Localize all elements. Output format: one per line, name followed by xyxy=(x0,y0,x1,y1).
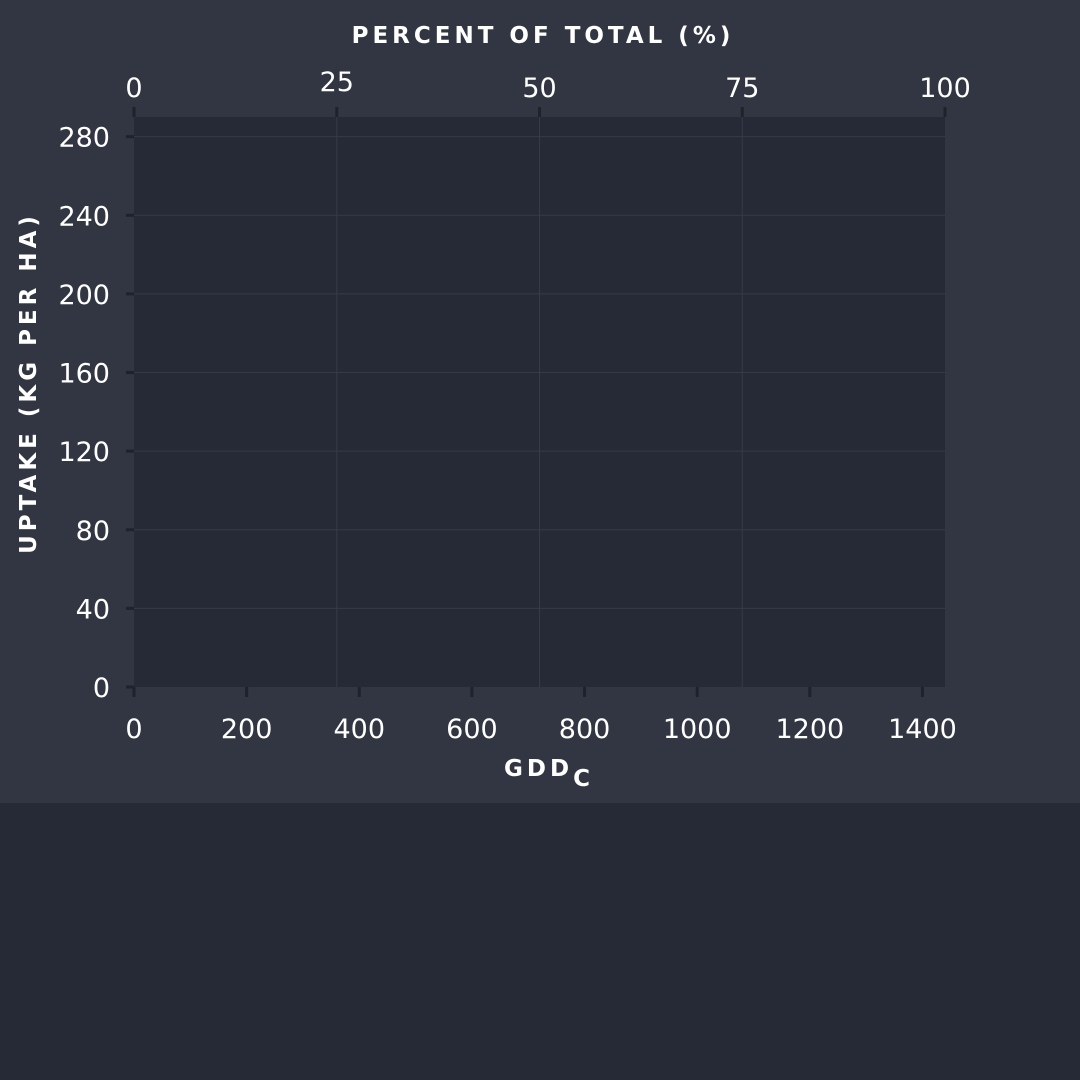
x2-tick-label: 25 xyxy=(320,67,354,98)
axis-ticks xyxy=(126,107,947,697)
gridlines xyxy=(134,117,945,687)
y-tick-label: 280 xyxy=(58,123,110,154)
y-tick-label: 160 xyxy=(58,359,110,390)
y-tick-label: 0 xyxy=(93,673,110,704)
y-tick-label: 200 xyxy=(58,280,110,311)
x-tick-label: 200 xyxy=(221,714,273,745)
y-axis-title: UPTAKE (KG PER HA) xyxy=(16,212,42,554)
x2-tick-label: 50 xyxy=(522,73,556,104)
x-axis-title: GDDC xyxy=(504,756,594,792)
x-axis-title-main: GDD xyxy=(504,756,573,782)
y-tick-label: 120 xyxy=(58,437,110,468)
x2-tick-label: 0 xyxy=(125,73,142,104)
x-tick-label: 800 xyxy=(559,714,611,745)
x-tick-label: 0 xyxy=(125,714,142,745)
x-tick-label: 1400 xyxy=(888,714,957,745)
y-tick-label: 80 xyxy=(76,516,110,547)
x-tick-label: 400 xyxy=(334,714,386,745)
top-axis-title: PERCENT OF TOTAL (%) xyxy=(352,23,735,49)
y-tick-label: 40 xyxy=(76,594,110,625)
x2-tick-label: 100 xyxy=(919,73,971,104)
y-tick-label: 240 xyxy=(58,201,110,232)
x2-tick-label: 75 xyxy=(725,73,759,104)
empty-lower-area xyxy=(0,803,1080,1080)
x-tick-label: 600 xyxy=(446,714,498,745)
x-tick-label: 1000 xyxy=(663,714,732,745)
x-tick-label: 1200 xyxy=(775,714,844,745)
x-axis-title-subscript: C xyxy=(573,766,594,792)
